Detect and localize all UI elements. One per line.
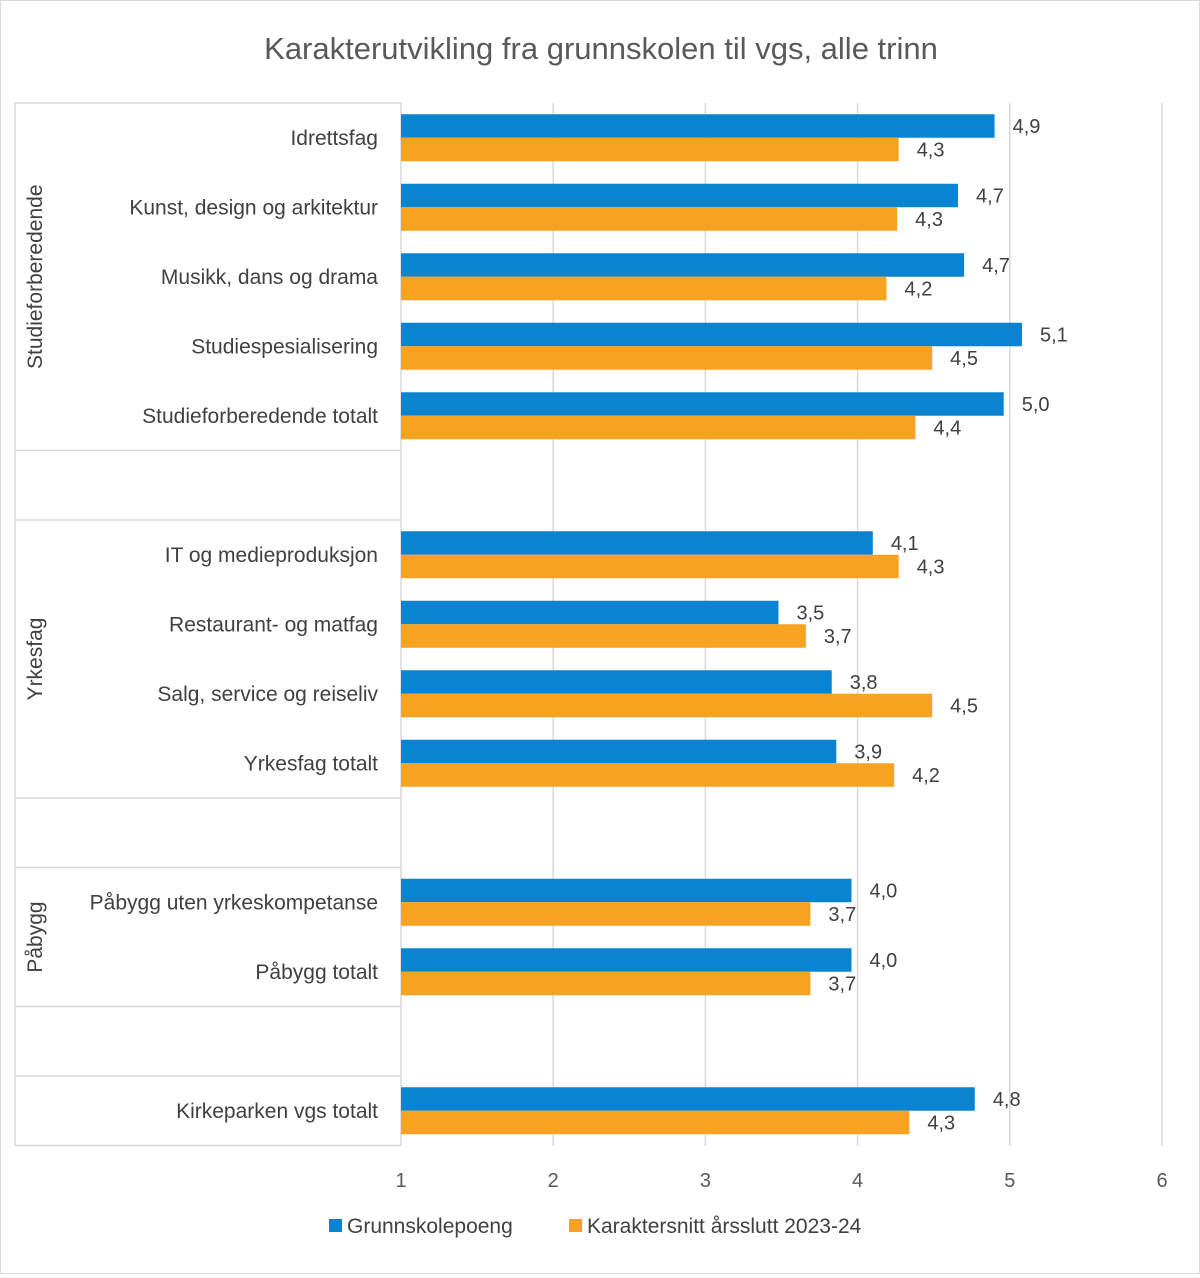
x-tick-label: 2: [548, 1170, 559, 1192]
bar-karaktersnitt: [401, 763, 895, 787]
category-label: Kirkeparken vgs totalt: [176, 1100, 378, 1123]
data-label: 5,1: [1040, 325, 1068, 347]
category-label: Musikk, dans og drama: [161, 266, 378, 289]
data-label: 4,5: [950, 696, 978, 718]
x-tick-label: 5: [1004, 1170, 1015, 1192]
bar-grunnskolepoeng: [401, 739, 837, 764]
data-label: 5,0: [1022, 394, 1050, 416]
bar-karaktersnitt: [401, 276, 887, 301]
category-label: Restaurant- og matfag: [169, 613, 378, 636]
data-label: 4,7: [982, 255, 1010, 277]
x-tick-label: 1: [395, 1170, 406, 1192]
data-label: 4,3: [927, 1113, 955, 1135]
chart-title: Karakterutvikling fra grunnskolen til vg…: [264, 31, 938, 66]
bar-grunnskolepoeng: [401, 531, 873, 555]
category-label: Yrkesfag totalt: [244, 752, 378, 775]
category-label: Idrettsfag: [290, 127, 378, 150]
bar-karaktersnitt: [401, 346, 933, 370]
category-label: IT og medieproduksjon: [165, 544, 378, 567]
bar-grunnskolepoeng: [401, 600, 779, 625]
legend: Grunnskolepoeng Karaktersnitt årsslutt 20…: [329, 1215, 862, 1238]
data-label: 3,7: [824, 626, 852, 648]
bar-karaktersnitt: [401, 137, 899, 162]
data-label: 3,7: [828, 904, 856, 926]
category-label: Salg, service og reiseliv: [157, 683, 378, 706]
bar-grunnskolepoeng: [401, 878, 852, 903]
data-label: 4,3: [917, 557, 945, 579]
plot-area: 1 2 3 4 5 6 Idrettsfag 4,9 4,3 Kunst, design og a…: [14, 102, 1168, 1192]
bar-grunnskolepoeng: [401, 183, 959, 208]
data-label: 4,2: [912, 765, 940, 787]
bar-karaktersnitt: [401, 971, 811, 996]
data-label: 4,2: [905, 279, 933, 301]
group-label: Påbygg: [24, 901, 47, 972]
data-label: 4,4: [933, 418, 961, 440]
data-label: 4,7: [976, 186, 1004, 208]
bar-karaktersnitt: [401, 624, 806, 648]
data-label: 4,0: [870, 881, 898, 903]
data-label: 4,0: [870, 950, 898, 972]
legend-swatch: [329, 1219, 342, 1232]
bar-grunnskolepoeng: [401, 392, 1004, 416]
x-tick-label: 3: [700, 1170, 711, 1192]
data-label: 3,5: [796, 603, 824, 625]
group-label: Studieforberedende: [24, 185, 47, 369]
bar-karaktersnitt: [401, 554, 899, 579]
bar-grunnskolepoeng: [401, 322, 1022, 347]
bar-grunnskolepoeng: [401, 948, 852, 972]
bar-grunnskolepoeng: [401, 1087, 975, 1111]
legend-label: Karaktersnitt årsslutt 2023-24: [587, 1215, 862, 1238]
category-label: Studieforberedende totalt: [142, 405, 378, 428]
bar-grunnskolepoeng: [401, 114, 995, 138]
category-label: Kunst, design og arkitektur: [129, 196, 378, 219]
legend-label: Grunnskolepoeng: [347, 1215, 513, 1238]
legend-swatch: [569, 1219, 582, 1232]
data-label: 3,9: [854, 742, 882, 764]
x-tick-label: 6: [1156, 1170, 1167, 1192]
data-label: 4,9: [1013, 116, 1041, 138]
bar-grunnskolepoeng: [401, 253, 965, 277]
bar-karaktersnitt: [401, 693, 933, 718]
x-tick-label: 4: [852, 1170, 863, 1192]
data-label: 4,1: [891, 533, 919, 555]
bar-karaktersnitt: [401, 415, 916, 440]
category-label: Påbygg totalt: [255, 961, 378, 984]
data-label: 4,3: [915, 209, 943, 231]
category-label: Påbygg uten yrkeskompetanse: [90, 891, 378, 914]
data-label: 3,8: [850, 672, 878, 694]
bar-karaktersnitt: [401, 1110, 910, 1135]
group-label: Yrkesfag: [24, 618, 47, 701]
data-label: 4,5: [950, 348, 978, 370]
bar-karaktersnitt: [401, 902, 811, 926]
bar-grunnskolepoeng: [401, 670, 832, 694]
category-label: Studiespesialisering: [191, 335, 378, 358]
data-label: 4,8: [993, 1089, 1021, 1111]
data-label: 4,3: [917, 140, 945, 162]
data-label: 3,7: [828, 974, 856, 996]
bar-karaktersnitt: [401, 207, 898, 231]
